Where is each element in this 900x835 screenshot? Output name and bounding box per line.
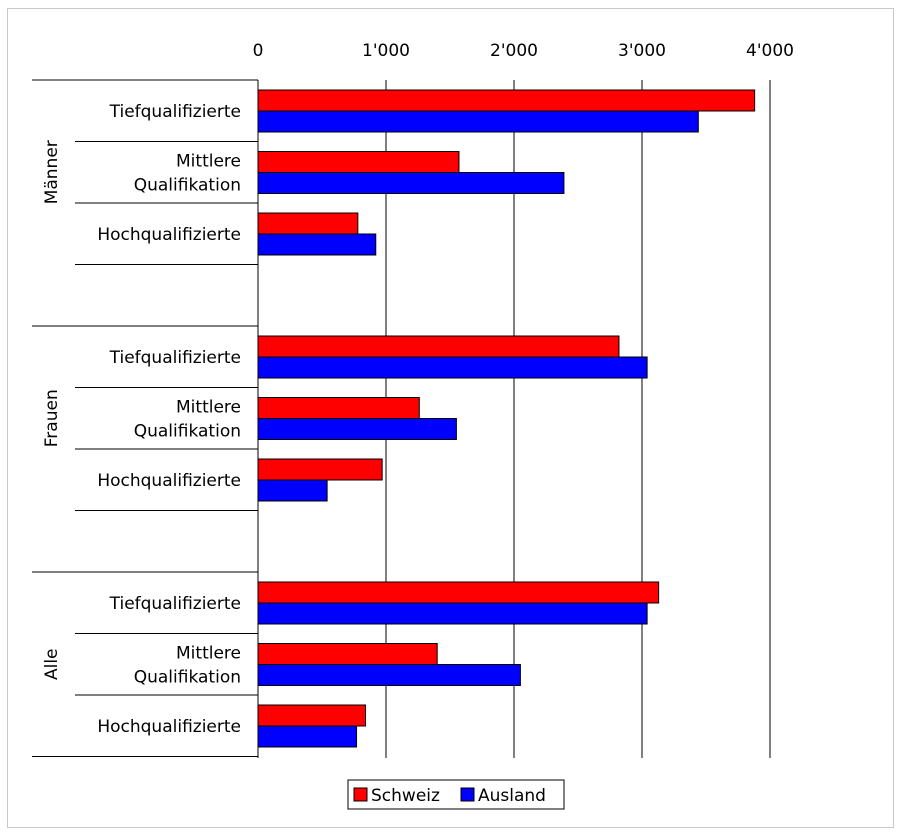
- x-tick-label: 4'000: [746, 41, 794, 61]
- bar: [257, 151, 460, 173]
- bar: [257, 233, 377, 256]
- category-label: Qualifikation: [134, 421, 241, 441]
- category-label: Qualifikation: [134, 667, 241, 687]
- bar: [257, 212, 359, 235]
- bar: [257, 664, 521, 686]
- legend-label: Schweiz: [371, 786, 440, 806]
- category-label: Mittlere: [176, 643, 241, 663]
- legend-box: [347, 779, 565, 810]
- legend-swatch: [353, 787, 368, 802]
- bar: [257, 335, 620, 358]
- bar: [257, 479, 328, 502]
- group-label: Alle: [42, 648, 62, 680]
- x-tick-label: 1'000: [362, 41, 410, 61]
- x-tick-label: 2'000: [490, 41, 538, 61]
- bar: [257, 725, 358, 748]
- legend-swatch: [460, 787, 475, 802]
- category-label: Tiefqualifizierte: [109, 102, 241, 122]
- category-label: Hochqualifizierte: [97, 471, 241, 491]
- category-label: Mittlere: [176, 151, 241, 171]
- bar: [257, 704, 367, 727]
- bar: [257, 89, 756, 112]
- bar: [257, 581, 660, 604]
- category-label: Tiefqualifizierte: [109, 594, 241, 614]
- x-tick-label: 0: [253, 41, 264, 61]
- category-label: Mittlere: [176, 397, 241, 417]
- bar: [257, 110, 699, 133]
- category-label: Hochqualifizierte: [97, 717, 241, 737]
- group-label: Frauen: [42, 389, 62, 447]
- bar: [257, 172, 565, 194]
- bar: [257, 356, 648, 379]
- x-tick-label: 3'000: [618, 41, 666, 61]
- bar: [257, 397, 420, 419]
- category-label: Hochqualifizierte: [97, 225, 241, 245]
- bar: [257, 458, 383, 481]
- bar: [257, 643, 438, 665]
- bar: [257, 418, 457, 440]
- bar: [257, 602, 648, 625]
- category-label: Qualifikation: [134, 175, 241, 195]
- legend-label: Ausland: [478, 786, 546, 806]
- group-label: Männer: [42, 140, 62, 204]
- category-label: Tiefqualifizierte: [109, 348, 241, 368]
